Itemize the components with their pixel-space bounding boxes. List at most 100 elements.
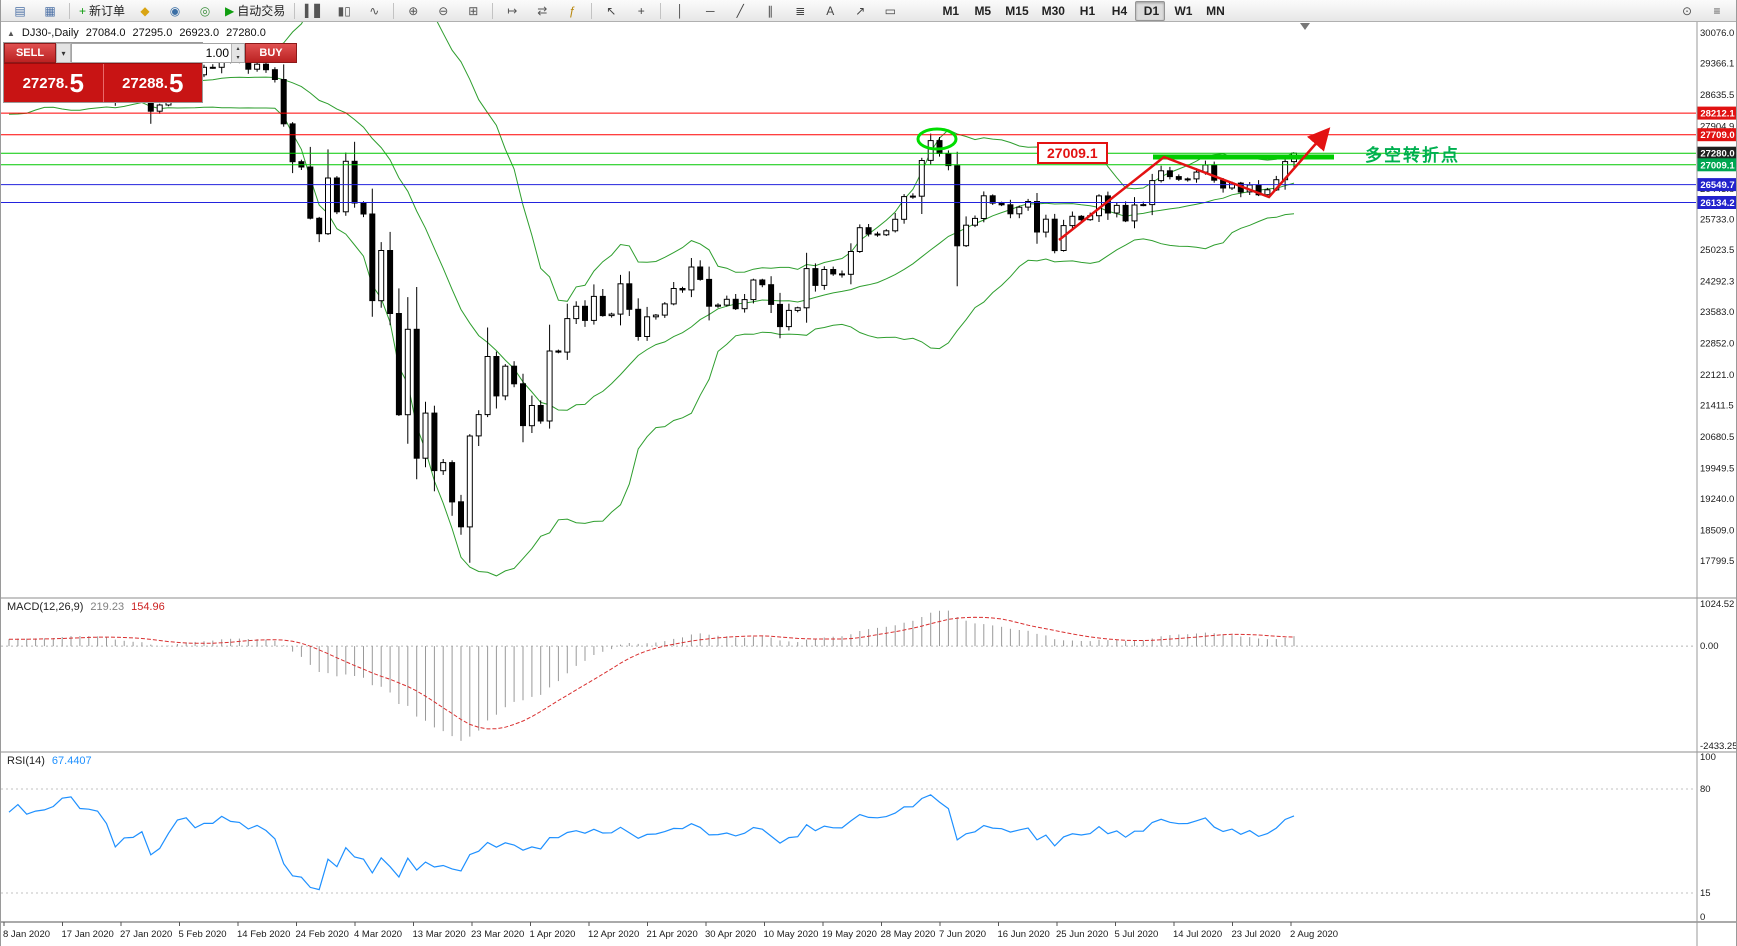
svg-text:17799.5: 17799.5 <box>1700 556 1734 567</box>
svg-text:29366.1: 29366.1 <box>1700 59 1734 70</box>
toolbar: ▤ ▦ + 新订单 ◆ ◉ ◎ ▶ 自动交易 ▍▋ ▮▯ ∿ ⊕ ⊖ ⊞ ↦ ⇄ ƒ ↖ + │ ─ ╱ ∥ ≣ A ↗ ▭ M1 M5 M… <box>1 0 1736 22</box>
candles-layer <box>6 53 1297 563</box>
arrows-icon[interactable]: ↗ <box>846 1 874 21</box>
svg-text:5 Feb 2020: 5 Feb 2020 <box>179 929 227 940</box>
svg-text:28 May 2020: 28 May 2020 <box>881 929 936 940</box>
tf-m15-button[interactable]: M15 <box>1005 3 1029 18</box>
chart-profiles-icon[interactable]: ▦ <box>36 1 64 21</box>
tile-windows-icon[interactable]: ⊞ <box>459 1 487 21</box>
new-chart-icon[interactable]: ▤ <box>6 1 34 21</box>
tf-h1-button[interactable]: H1 <box>1079 3 1096 18</box>
volume-decrease-icon[interactable]: ▾ <box>232 53 244 62</box>
toolbar-options-icon[interactable]: ≡ <box>1703 1 1731 21</box>
new-chart-icon: ▤ <box>14 3 26 18</box>
navigator-icon[interactable]: ◎ <box>191 1 219 21</box>
one-click-trading-panel: SELL ▾ ▴ ▾ BUY 27278.5 27288.5 <box>3 42 297 103</box>
zoom-out-icon[interactable]: ⊖ <box>429 1 457 21</box>
indicators-icon[interactable]: ƒ <box>558 1 586 21</box>
line-chart-icon[interactable]: ∿ <box>360 1 388 21</box>
channel-icon[interactable]: ∥ <box>756 1 784 21</box>
sell-dropdown-caret-icon[interactable]: ▾ <box>56 43 71 63</box>
svg-text:24292.3: 24292.3 <box>1700 277 1734 288</box>
trendline-icon[interactable]: ╱ <box>726 1 754 21</box>
svg-text:27 Jan 2020: 27 Jan 2020 <box>120 929 172 940</box>
tf-m1-button[interactable]: M1 <box>942 3 960 18</box>
tf-mn-button[interactable]: MN <box>1206 3 1225 18</box>
price-badge-26134.2 <box>1697 196 1736 209</box>
toolbar-separator <box>660 2 662 19</box>
svg-text:0: 0 <box>1700 912 1705 923</box>
sell-button[interactable]: SELL <box>4 43 56 63</box>
svg-text:18509.0: 18509.0 <box>1700 525 1734 536</box>
market-watch-icon[interactable]: ◉ <box>161 1 189 21</box>
one-click-collapse-icon[interactable]: ▲ <box>7 28 15 38</box>
svg-text:21 Apr 2020: 21 Apr 2020 <box>647 929 698 940</box>
metaeditor-icon[interactable]: ◆ <box>131 1 159 21</box>
svg-text:23 Jul 2020: 23 Jul 2020 <box>1232 929 1281 940</box>
candlestick-chart-icon[interactable]: ▮▯ <box>330 1 358 21</box>
text-icon[interactable]: A <box>816 1 844 21</box>
chart-shift-icon: ⇄ <box>537 3 548 18</box>
price-callout-label[interactable]: 27009.1 <box>1037 142 1108 164</box>
svg-text:23 Mar 2020: 23 Mar 2020 <box>471 929 524 940</box>
svg-text:25733.0: 25733.0 <box>1700 215 1734 226</box>
sell-price-button[interactable]: 27278. 5 <box>4 64 104 102</box>
trendline-icon: ╱ <box>736 3 744 18</box>
tf-m5-button[interactable]: M5 <box>974 3 992 18</box>
volume-increase-icon[interactable]: ▴ <box>232 44 244 53</box>
tf-h4-button[interactable]: H4 <box>1111 3 1128 18</box>
bar-chart-icon[interactable]: ▍▋ <box>300 1 328 21</box>
date-axis: 8 Jan 2020 17 Jan 2020 27 Jan 2020 5 Feb 20… <box>3 922 1338 940</box>
volume-field[interactable] <box>72 44 231 62</box>
search-icon[interactable]: ⊙ <box>1673 1 1701 21</box>
macd-signal-value: 154.96 <box>131 601 165 613</box>
cursor-icon[interactable]: ↖ <box>597 1 625 21</box>
chart-profiles-icon: ▦ <box>44 3 56 18</box>
shapes-icon[interactable]: ▭ <box>876 1 904 21</box>
highlight-ellipse-annotation[interactable] <box>916 127 958 151</box>
horizontal-line-icon[interactable]: ─ <box>696 1 724 21</box>
line-chart-icon: ∿ <box>369 3 380 18</box>
fibonacci-icon[interactable]: ≣ <box>786 1 814 21</box>
vertical-line-icon[interactable]: │ <box>666 1 694 21</box>
tf-d1-button[interactable]: D1 <box>1134 0 1165 21</box>
trend-zigzag-annotation[interactable] <box>1058 127 1331 241</box>
toolbar-separator <box>393 2 395 19</box>
ohlc-high: 27295.0 <box>132 27 173 39</box>
svg-text:27009.1: 27009.1 <box>1700 160 1735 171</box>
channel-icon: ∥ <box>767 3 774 18</box>
autotrading-button[interactable]: ▶ 自动交易 <box>225 3 286 18</box>
svg-text:10 May 2020: 10 May 2020 <box>764 929 819 940</box>
svg-text:1 Apr 2020: 1 Apr 2020 <box>530 929 576 940</box>
tf-w1-button[interactable]: W1 <box>1174 3 1193 18</box>
svg-text:30076.0: 30076.0 <box>1700 28 1734 39</box>
zoom-in-icon[interactable]: ⊕ <box>399 1 427 21</box>
chart-shift-marker[interactable] <box>1300 23 1310 30</box>
auto-scroll-icon[interactable]: ↦ <box>498 1 526 21</box>
new-order-button[interactable]: + 新订单 <box>79 3 126 18</box>
ohlc-low: 26923.0 <box>179 27 220 39</box>
tf-m30-button[interactable]: M30 <box>1041 3 1065 18</box>
svg-text:22852.0: 22852.0 <box>1700 339 1734 350</box>
autotrading-button: ▶ <box>225 3 235 18</box>
rsi-indicator-label: RSI(14) 67.4407 <box>7 755 92 767</box>
buy-price-pip: 5 <box>168 68 184 98</box>
buy-price-button[interactable]: 27288. 5 <box>104 64 203 102</box>
toolbar-separator <box>492 2 494 19</box>
chart-shift-icon[interactable]: ⇄ <box>528 1 556 21</box>
indicators-icon: ƒ <box>568 3 576 18</box>
buy-button[interactable]: BUY <box>245 43 297 63</box>
chart-ohlc-header: ▲ DJ30-,Daily 27084.0 27295.0 26923.0 27… <box>7 27 266 39</box>
fibonacci-icon: ≣ <box>795 3 806 18</box>
tile-windows-icon: ⊞ <box>468 3 479 18</box>
turning-point-note[interactable]: 多空转折点 <box>1365 146 1460 165</box>
svg-text:27904.9: 27904.9 <box>1700 121 1734 132</box>
svg-text:2 Aug 2020: 2 Aug 2020 <box>1290 929 1338 940</box>
crosshair-icon[interactable]: + <box>627 1 655 21</box>
svg-text:13 Mar 2020: 13 Mar 2020 <box>413 929 466 940</box>
chart-symbol-period: DJ30-,Daily <box>21 27 79 39</box>
svg-text:21411.5: 21411.5 <box>1700 401 1734 412</box>
price-badge-27280.0 <box>1697 146 1736 160</box>
svg-text:14 Jul 2020: 14 Jul 2020 <box>1173 929 1222 940</box>
